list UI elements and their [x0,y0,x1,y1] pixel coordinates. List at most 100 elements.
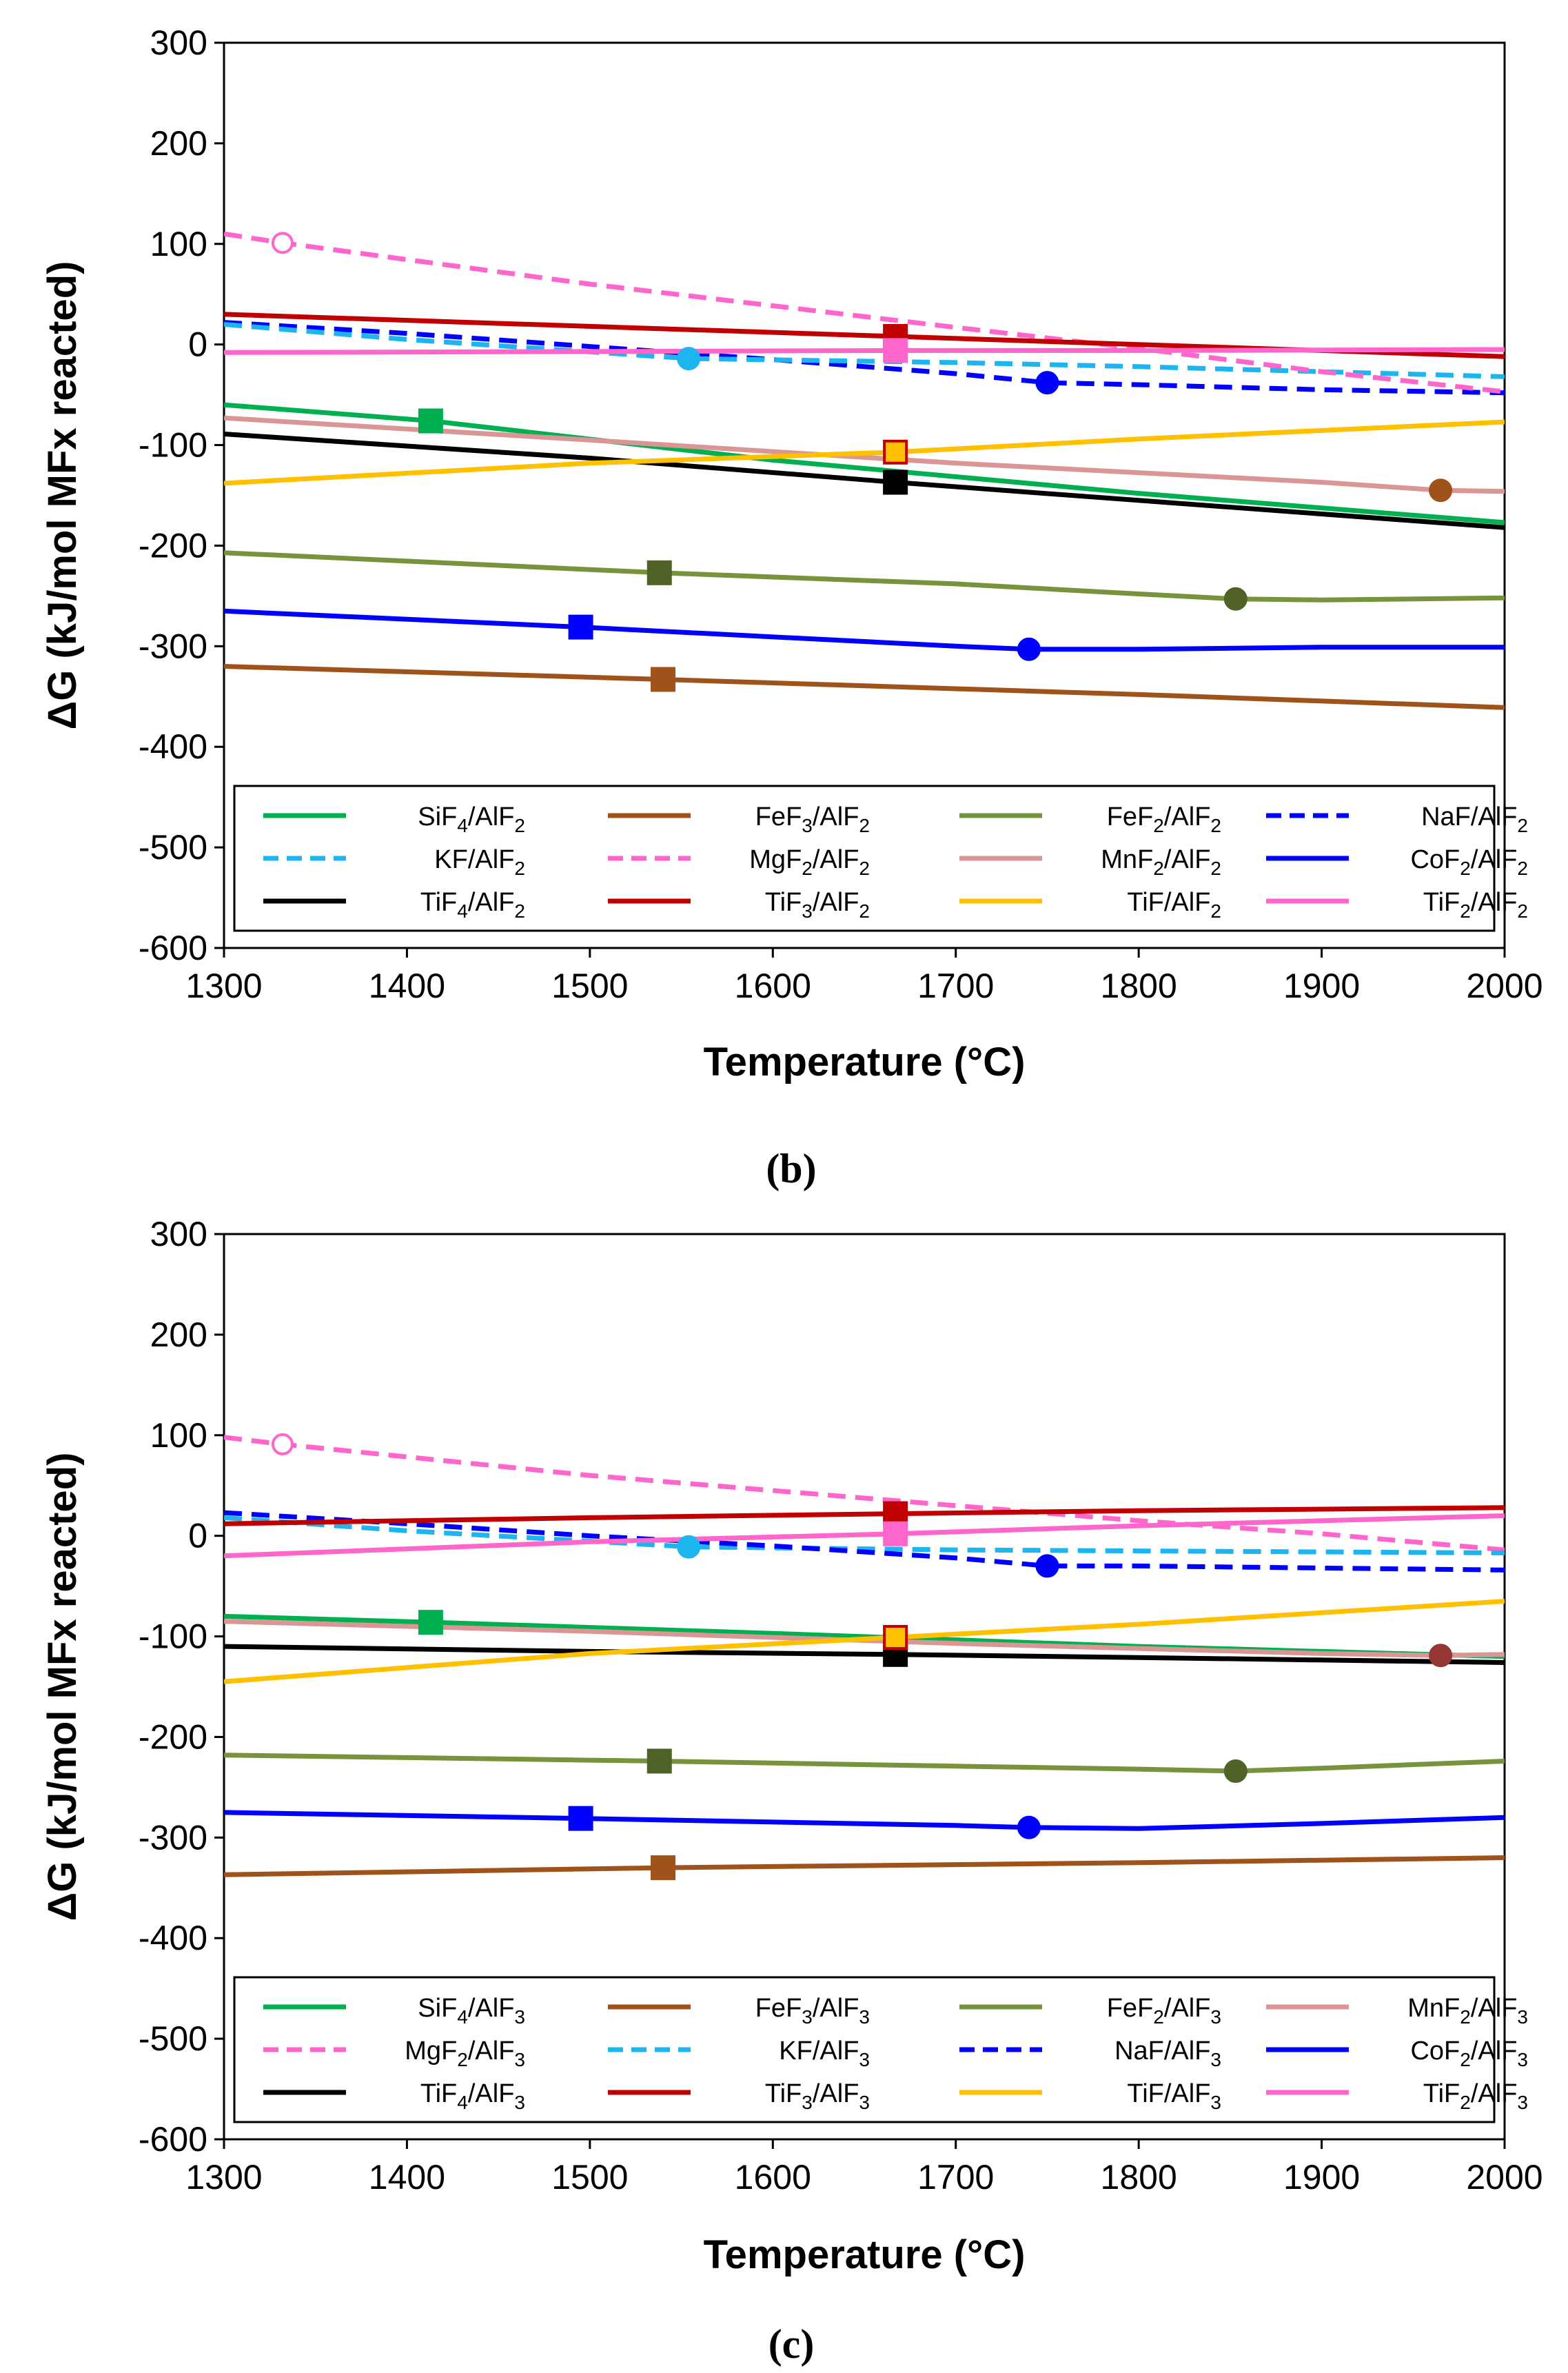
y-tick-label: -500 [139,828,207,867]
data-point-mnf2-alf3 [1429,1644,1453,1668]
data-point-cof2-alf3 [1017,1815,1041,1839]
legend-label-text: /AlF [1471,802,1518,831]
legend-label-text: CoF [1410,845,1460,874]
y-tick-label: 100 [150,1416,207,1455]
x-tick-label: 1500 [551,967,628,1005]
legend-label-subscript: 4 [457,900,468,922]
x-tick-label: 1300 [185,967,262,1005]
data-point-fef2-alf3 [1223,1759,1248,1784]
legend-label-subscript: 3 [859,2006,870,2028]
legend-label-subscript: 2 [802,858,813,879]
data-point-mnf2-alf2 [1429,478,1453,503]
legend-label-text: TiF [1423,2079,1460,2108]
legend-label: CoF2​/AlF3​ [1410,2037,1528,2070]
legend-label-subscript: 4 [457,2006,468,2028]
legend-label-text: /AlF [468,802,515,831]
legend-label: SiF4​/AlF2​ [418,802,525,836]
legend-label: TiF3​/AlF2​ [765,888,870,922]
legend-label-text: /AlF [813,802,859,831]
legend-label-subscript: 3 [802,2092,813,2113]
legend-label-text: /AlF [813,888,859,917]
legend-label-text: TiF [765,888,802,917]
legend-label-text: /AlF [1164,1994,1211,2023]
series-line-fef3-alf2 [224,664,1505,710]
series-line-sif4-alf2 [224,402,1505,525]
series-line-tif2-alf2 [224,347,1505,355]
y-axis-title: ΔG (kJ/mol MFx reacted) [40,261,85,730]
legend-label: TiF4​/AlF2​ [420,888,525,922]
legend-label-subscript: 3 [514,2092,525,2113]
data-point-cof2-alf3 [568,1806,593,1831]
data-point-naf-alf2 [1035,371,1059,395]
legend-label-text: /AlF [468,845,515,874]
legend-label-text: /AlF [468,1994,515,2023]
series-line-naf-alf3 [224,1510,1505,1573]
legend-label-text: FeF [755,1994,802,2023]
legend-label-text: /AlF [468,2037,515,2066]
legend-label-subscript: 2 [514,815,525,836]
legend-label-text: FeF [1107,1994,1154,2023]
legend-label-subscript: 2 [859,900,870,922]
y-tick-label: -300 [139,1818,207,1857]
legend-label-text: /AlF [1164,2079,1211,2108]
legend-label-text: /AlF [1471,1994,1518,2023]
data-point-kf-alf3 [677,1535,701,1559]
y-tick-label: -100 [139,1617,207,1656]
legend-label-subscript: 2 [859,815,870,836]
legend-label: TiF2​/AlF2​ [1423,888,1528,922]
panel-label: (c) [768,2321,815,2367]
y-tick-label: 0 [188,1517,207,1555]
y-tick-label: -200 [139,1717,207,1756]
data-point-cof2-alf2 [1017,637,1041,661]
legend-label-subscript: 2 [1460,2049,1471,2070]
legend-label-subscript: 2 [1460,858,1471,879]
data-point-tif2-alf2 [883,338,908,363]
y-tick-label: -400 [139,1919,207,1957]
data-point-mgf2-alf3 [271,1433,294,1455]
legend-label-subscript: 3 [1517,2049,1528,2070]
y-tick-label: 300 [150,23,207,62]
legend-label: TiF3​/AlF3​ [765,2079,870,2113]
data-point-cof2-alf2 [568,614,593,640]
data-point-tif4-alf2 [883,469,908,495]
legend-label-text: /AlF [813,2079,859,2108]
data-point-sif4-alf3 [418,1610,443,1635]
legend-label-text: SiF [418,802,457,831]
data-point-sif4-alf2 [418,408,443,434]
legend-label-subscript: 3 [514,2049,525,2070]
y-tick-label: 300 [150,1215,207,1253]
x-tick-label: 1700 [917,2158,994,2197]
legend-label-text: /AlF [1164,888,1211,917]
legend-label-text: TiF [1127,888,1163,917]
y-tick-label: 200 [150,124,207,163]
legend-label-text: FeF [1107,802,1154,831]
x-tick-label: 1900 [1283,2158,1360,2197]
x-tick-label: 1600 [735,967,811,1005]
legend-label-subscript: 2 [514,900,525,922]
y-tick-label: -100 [139,426,207,465]
legend-label-text: CoF [1410,2037,1460,2066]
legend-label-subscript: 2 [1153,2006,1164,2028]
legend-label-subscript: 2 [1210,815,1221,836]
legend-label-text: MnF [1101,845,1153,874]
x-tick-label: 1500 [551,2158,628,2197]
panel-label: (b) [766,1146,816,1191]
legend-label-subscript: 2 [1210,900,1221,922]
legend-label-subscript: 2 [859,858,870,879]
y-tick-label: -600 [139,2120,207,2159]
legend-label-subscript: 3 [802,2006,813,2028]
legend-label-text: MgF [749,845,802,874]
data-point-kf-alf2 [677,347,701,371]
x-tick-label: 2000 [1466,967,1542,1005]
legend-label-subscript: 3 [802,900,813,922]
series-lines [224,1435,1505,1877]
legend-label-text: /AlF [1471,2079,1518,2108]
x-tick-label: 1400 [369,2158,445,2197]
legend-label: CoF2​/AlF2​ [1410,845,1528,879]
legend-label-subscript: 4 [457,815,468,836]
legend-label-text: /AlF [1471,845,1518,874]
data-point-fef3-alf2 [651,667,676,692]
legend-label-text: KF [434,845,468,874]
